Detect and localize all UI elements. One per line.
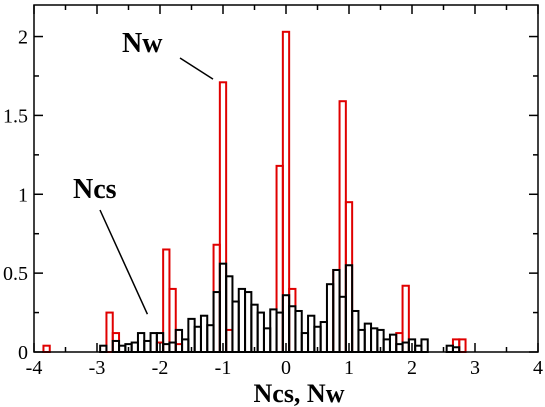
annotation-leader-nw [179,57,214,80]
x-tick-label: 2 [407,357,417,379]
bar-ncs-0 [99,344,108,354]
x-axis: -4 -3 -2 -1 0 1 2 3 4 [26,5,543,379]
y-tick-label: 2 [18,27,28,49]
x-tick-label: -4 [26,357,43,379]
x-axis-title: Ncs, Nw [254,379,345,407]
annotation-label-nw: Nw [122,28,163,59]
x-tick-label: -2 [152,357,169,379]
x-tick-label: 0 [281,357,291,379]
y-tick-label: 0.5 [3,263,28,285]
y-tick-label: 1.5 [3,105,28,127]
annotations-layer: Nw Ncs [73,28,214,315]
y-tick-label: 1 [18,184,28,206]
bar-nw-0 [42,344,51,354]
y-tick-label: 0 [18,342,28,364]
x-tick-label: 4 [533,357,543,379]
x-tick-label: -1 [215,357,232,379]
bar-ncs-50 [420,338,429,354]
annotation-label-ncs: Ncs [73,174,117,205]
x-tick-label: 1 [344,357,354,379]
y-axis: 0 0.5 1 1.5 2 [3,27,538,364]
annotation-leader-ncs [99,209,149,315]
x-tick-label: 3 [470,357,480,379]
x-tick-label: -3 [89,357,106,379]
